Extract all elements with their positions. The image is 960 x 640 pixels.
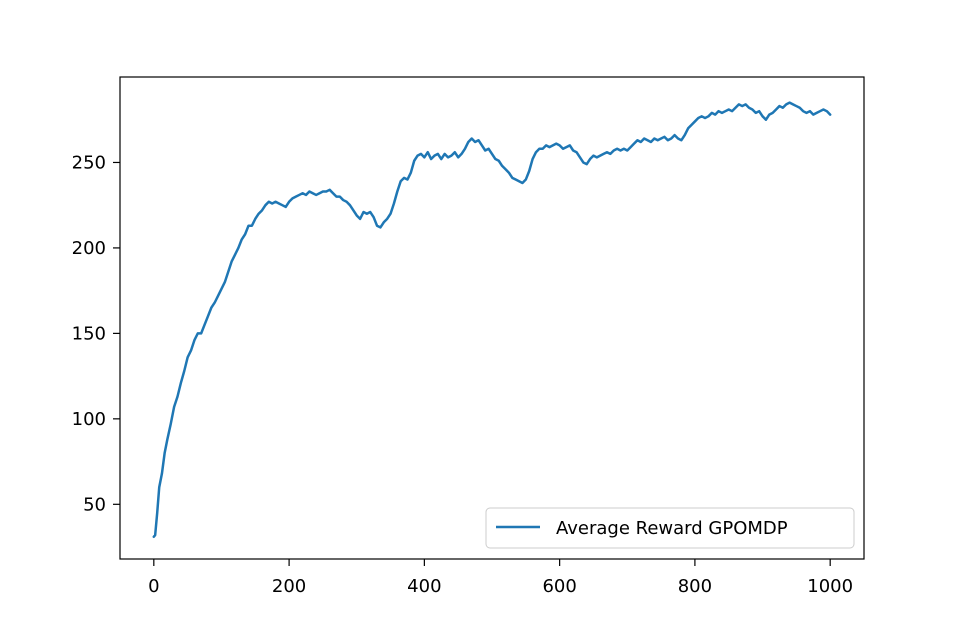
- x-tick-label: 800: [678, 576, 712, 597]
- x-axis-ticks: 0 200 400 600 800 1000: [148, 559, 853, 597]
- series-layer: [152, 101, 832, 539]
- series-line-0: [152, 101, 832, 539]
- y-tick-label: 200: [72, 238, 106, 259]
- y-tick-label: 250: [72, 152, 106, 173]
- y-tick-label: 150: [72, 323, 106, 344]
- x-tick-label: 1000: [807, 576, 853, 597]
- x-tick-label: 400: [407, 576, 441, 597]
- y-axis-ticks: 50 100 150 200 250: [72, 152, 120, 515]
- x-tick-label: 0: [148, 576, 159, 597]
- x-tick-label: 200: [272, 576, 306, 597]
- legend-box: [485, 507, 855, 549]
- legend: Average Reward GPOMDP: [485, 507, 855, 549]
- x-tick-label: 600: [542, 576, 576, 597]
- y-tick-label: 50: [83, 494, 106, 515]
- y-tick-label: 100: [72, 409, 106, 430]
- legend-label: Average Reward GPOMDP: [556, 518, 788, 539]
- plot-frame: [119, 76, 865, 560]
